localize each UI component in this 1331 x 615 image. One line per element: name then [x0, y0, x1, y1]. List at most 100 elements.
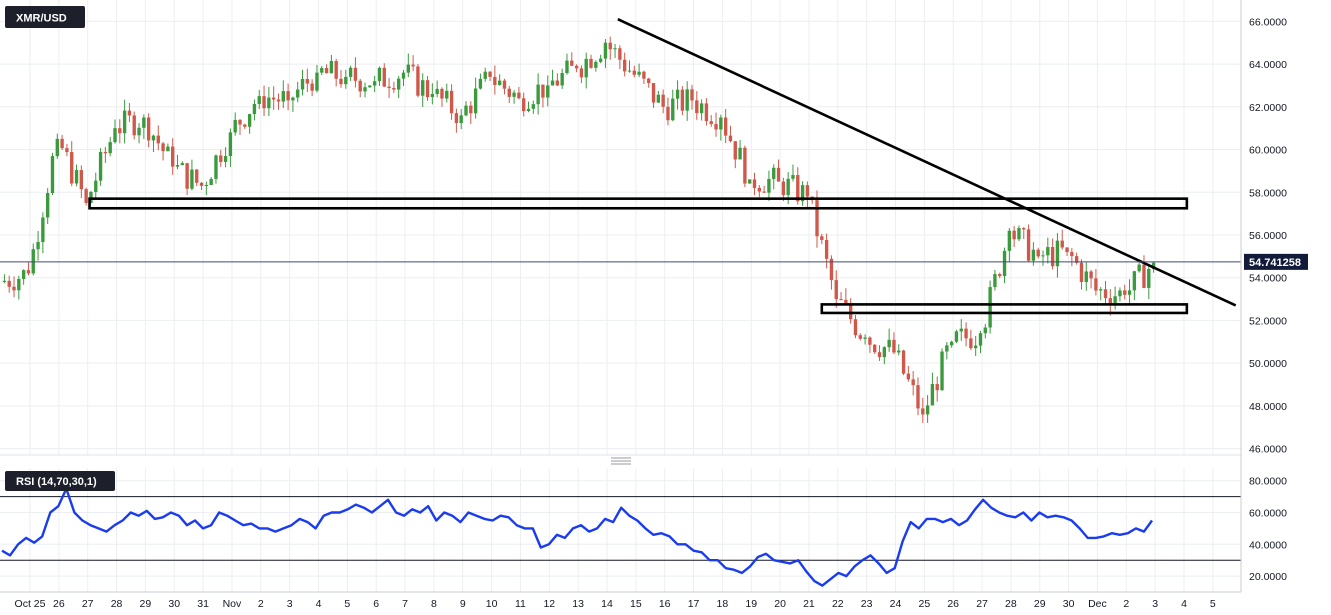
- candle-body: [627, 70, 632, 72]
- candle-body: [656, 94, 661, 103]
- candle-body: [853, 319, 858, 336]
- candle-body: [74, 170, 79, 184]
- candle-body: [517, 92, 521, 99]
- candle-body: [50, 156, 55, 194]
- candle-body: [594, 61, 598, 68]
- candle-body: [348, 67, 353, 77]
- candle-body: [142, 117, 146, 128]
- candle-body: [748, 179, 752, 184]
- candle-body: [651, 83, 656, 103]
- price-tick-label: 62.0000: [1249, 102, 1287, 114]
- candle-body: [223, 156, 228, 162]
- time-tick-label: 28: [111, 598, 123, 610]
- candle-body: [411, 64, 415, 67]
- candle-body: [84, 189, 88, 203]
- candle-body: [1147, 268, 1151, 288]
- candle-body: [757, 187, 761, 192]
- rsi-badge[interactable]: [5, 471, 115, 491]
- candle-body: [233, 119, 237, 133]
- candle-body: [945, 345, 949, 352]
- candle-body: [257, 96, 261, 104]
- symbol-badge[interactable]: [5, 6, 85, 28]
- candle-body: [238, 119, 242, 125]
- candle-body: [897, 350, 901, 353]
- trendline[interactable]: [617, 18, 1237, 307]
- rsi-grid: [0, 468, 1241, 592]
- candle-body: [815, 200, 819, 237]
- candle-body: [570, 60, 574, 66]
- candle-body: [262, 96, 266, 109]
- candle-body: [26, 270, 31, 274]
- candle-body: [930, 384, 935, 406]
- candle-body: [488, 71, 492, 77]
- candle-body: [286, 91, 290, 101]
- candle-body: [392, 88, 396, 90]
- candle-body: [1007, 230, 1012, 251]
- price-annotations: [0, 18, 1241, 315]
- candle-body: [483, 71, 487, 79]
- candle-body: [796, 175, 800, 202]
- drag-handle-icon[interactable]: [611, 457, 631, 465]
- candle-body: [1046, 247, 1050, 256]
- rsi-title: RSI (14,70,30,1): [16, 476, 97, 488]
- time-tick-label: 27: [976, 598, 988, 610]
- time-tick-label: 7: [402, 598, 408, 610]
- time-tick-label: 26: [53, 598, 65, 610]
- time-axis[interactable]: Oct 25 26 27 28 29 30 31 Nov 2 3 4 5 6 7 8 9 10 11 12 13 14 1…: [15, 598, 1216, 610]
- candle-body: [1151, 262, 1156, 269]
- price-tick-label: 66.0000: [1249, 16, 1287, 28]
- candle-body: [478, 78, 483, 89]
- rsi-axis[interactable]: 20.0000 40.0000 60.0000 80.0000: [1249, 476, 1287, 583]
- rsi-tick-label: 20.0000: [1249, 571, 1287, 583]
- candle-body: [122, 110, 127, 134]
- candle-body: [98, 151, 103, 181]
- candle-body: [204, 185, 209, 187]
- candle-body: [156, 135, 160, 144]
- candle-body: [377, 67, 382, 82]
- candle-body: [2, 280, 7, 282]
- candle-body: [791, 175, 795, 179]
- candle-body: [699, 103, 704, 114]
- candle-body: [1031, 249, 1036, 261]
- candle-body: [507, 88, 511, 97]
- time-tick-label: 22: [832, 598, 844, 610]
- candle-body: [190, 169, 194, 189]
- candle-body: [305, 79, 310, 84]
- candle-body: [685, 89, 689, 111]
- zone-box[interactable]: [88, 197, 1189, 210]
- price-tick-label: 46.0000: [1249, 444, 1287, 456]
- time-tick-label: 15: [630, 598, 642, 610]
- rsi-line: [1, 487, 1153, 587]
- time-tick-label: 20: [774, 598, 786, 610]
- candle-body: [469, 105, 473, 114]
- candle-body: [1065, 247, 1069, 253]
- candle-body: [60, 138, 64, 149]
- candle-body: [132, 115, 136, 136]
- time-tick-label: 27: [82, 598, 94, 610]
- candle-body: [440, 88, 444, 99]
- candle-body: [108, 142, 112, 154]
- candle-body: [719, 117, 723, 130]
- candle-body: [459, 115, 463, 124]
- candle-body: [526, 108, 531, 112]
- candle-body: [531, 104, 536, 109]
- price-axis[interactable]: 46.0000 48.0000 50.0000 52.0000 54.0000 56.00…: [1249, 16, 1287, 455]
- candle-body: [296, 89, 300, 98]
- price-tick-label: 50.0000: [1249, 358, 1287, 370]
- price-candles: [2, 36, 1156, 423]
- candle-body: [103, 151, 108, 154]
- candle-body: [1094, 278, 1098, 291]
- candle-body: [824, 240, 829, 259]
- price-tick-label: 56.0000: [1249, 230, 1287, 242]
- candle-body: [834, 280, 838, 300]
- zone-box[interactable]: [820, 303, 1189, 315]
- candle-body: [31, 249, 35, 274]
- candle-body: [622, 59, 627, 72]
- candle-body: [151, 135, 156, 141]
- candle-body: [598, 58, 603, 62]
- candle-body: [848, 303, 853, 320]
- time-tick-label: 6: [373, 598, 379, 610]
- candle-body: [449, 90, 454, 114]
